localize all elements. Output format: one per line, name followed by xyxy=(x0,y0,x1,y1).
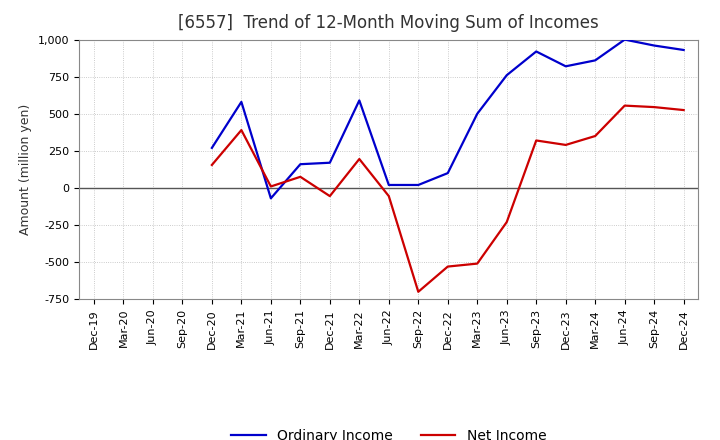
Ordinary Income xyxy=(384,182,393,187)
Ordinary Income xyxy=(237,99,246,105)
Net Income xyxy=(296,174,305,180)
Net Income xyxy=(650,104,659,110)
Ordinary Income xyxy=(325,160,334,165)
Net Income xyxy=(591,133,600,139)
Line: Ordinary Income: Ordinary Income xyxy=(212,40,684,198)
Ordinary Income xyxy=(503,73,511,78)
Ordinary Income xyxy=(532,49,541,54)
Net Income xyxy=(355,156,364,161)
Ordinary Income xyxy=(444,170,452,176)
Ordinary Income xyxy=(414,182,423,187)
Net Income xyxy=(680,107,688,113)
Ordinary Income xyxy=(650,43,659,48)
Title: [6557]  Trend of 12-Month Moving Sum of Incomes: [6557] Trend of 12-Month Moving Sum of I… xyxy=(179,15,599,33)
Ordinary Income xyxy=(680,48,688,53)
Net Income xyxy=(325,194,334,199)
Net Income xyxy=(237,128,246,133)
Ordinary Income xyxy=(296,161,305,167)
Ordinary Income xyxy=(207,145,216,150)
Line: Net Income: Net Income xyxy=(212,106,684,292)
Ordinary Income xyxy=(473,111,482,117)
Net Income xyxy=(562,142,570,147)
Ordinary Income xyxy=(266,196,275,201)
Net Income xyxy=(444,264,452,269)
Ordinary Income xyxy=(591,58,600,63)
Net Income xyxy=(207,162,216,168)
Net Income xyxy=(266,184,275,189)
Ordinary Income xyxy=(355,98,364,103)
Y-axis label: Amount (million yen): Amount (million yen) xyxy=(19,104,32,235)
Ordinary Income xyxy=(621,37,629,42)
Legend: Ordinary Income, Net Income: Ordinary Income, Net Income xyxy=(226,423,552,440)
Net Income xyxy=(473,261,482,266)
Ordinary Income xyxy=(562,64,570,69)
Net Income xyxy=(503,220,511,225)
Net Income xyxy=(621,103,629,108)
Net Income xyxy=(414,289,423,294)
Net Income xyxy=(384,194,393,199)
Net Income xyxy=(532,138,541,143)
